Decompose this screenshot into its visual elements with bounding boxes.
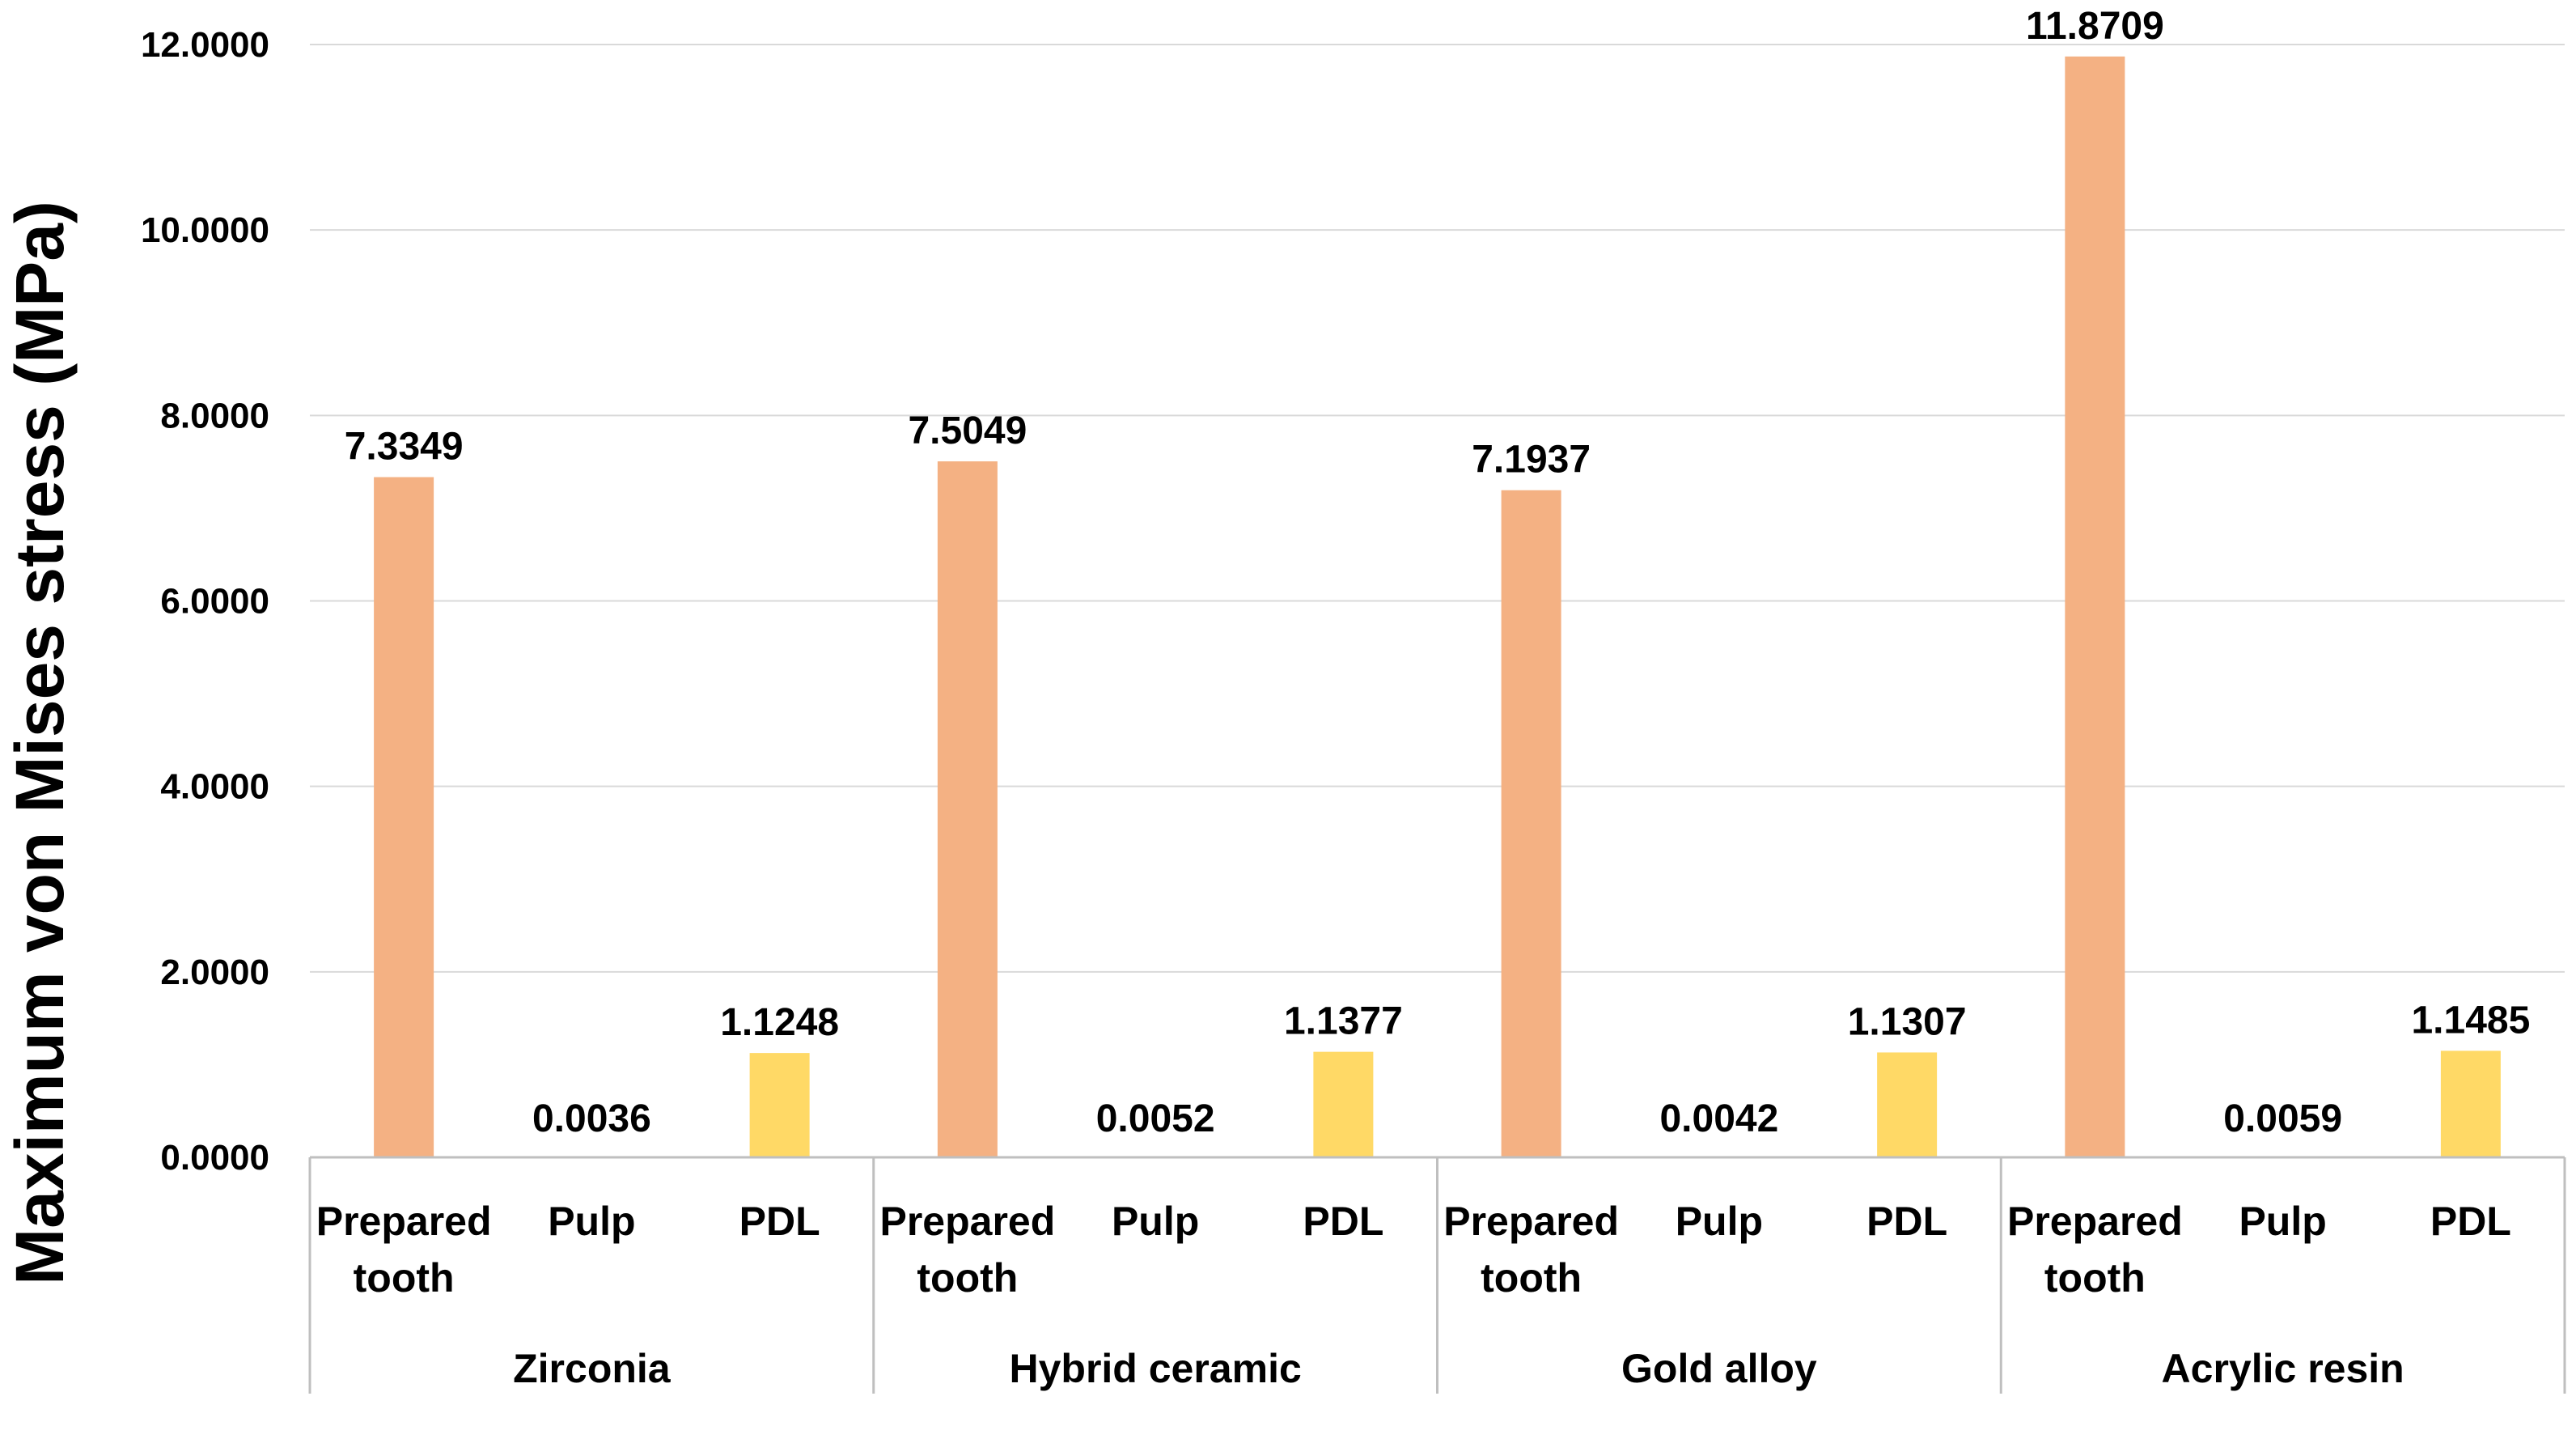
bar bbox=[2065, 56, 2125, 1157]
category-label: Pulp bbox=[1112, 1199, 1199, 1244]
category-label: Prepared bbox=[316, 1199, 492, 1244]
data-label: 0.0059 bbox=[2223, 1097, 2342, 1140]
y-tick-label: 0.0000 bbox=[160, 1138, 269, 1178]
group-label: Zirconia bbox=[513, 1346, 672, 1391]
y-tick-label: 10.0000 bbox=[141, 210, 269, 250]
category-label: tooth bbox=[354, 1255, 455, 1301]
group-label: Hybrid ceramic bbox=[1009, 1346, 1301, 1391]
category-label: PDL bbox=[1866, 1199, 1947, 1244]
data-label: 1.1377 bbox=[1284, 1000, 1403, 1043]
data-labels: 7.3349 0.0036 1.1248 7.5049 0.0052 1.1377 7.19… bbox=[345, 5, 2531, 1140]
data-label: 1.1307 bbox=[1848, 1000, 1967, 1043]
category-label: tooth bbox=[2044, 1255, 2146, 1301]
data-label: 0.0052 bbox=[1096, 1097, 1215, 1140]
category-label: Pulp bbox=[1676, 1199, 1763, 1244]
data-label: 1.1485 bbox=[2411, 999, 2530, 1042]
x-axis bbox=[308, 1156, 2566, 1394]
category-label: PDL bbox=[1303, 1199, 1383, 1244]
y-tick-labels: 0.0000 2.0000 4.0000 6.0000 8.0000 10.0000 12.… bbox=[141, 25, 269, 1178]
y-tick-label: 2.0000 bbox=[160, 953, 269, 992]
data-label: 7.3349 bbox=[345, 426, 464, 469]
bar bbox=[749, 1053, 810, 1157]
bars bbox=[374, 56, 2501, 1157]
bar bbox=[1877, 1052, 1938, 1157]
category-label: Prepared bbox=[1443, 1199, 1619, 1244]
data-label: 0.0042 bbox=[1659, 1097, 1778, 1140]
gridlines bbox=[310, 44, 2565, 973]
category-label: Prepared bbox=[2007, 1199, 2183, 1244]
category-label: Pulp bbox=[548, 1199, 635, 1244]
y-tick-label: 4.0000 bbox=[160, 767, 269, 807]
category-labels: Prepared tooth Pulp PDL Prepared tooth Pulp PDL… bbox=[316, 1199, 2511, 1301]
y-axis-title: Maximum von Mises stress (MPa) bbox=[2, 201, 78, 1285]
category-label: tooth bbox=[917, 1255, 1018, 1301]
category-label: PDL bbox=[739, 1199, 820, 1244]
category-label: Prepared bbox=[879, 1199, 1055, 1244]
bar bbox=[1501, 490, 1561, 1157]
y-tick-label: 8.0000 bbox=[160, 396, 269, 435]
category-label: Pulp bbox=[2239, 1199, 2326, 1244]
data-label: 7.1937 bbox=[1472, 439, 1591, 482]
category-label: tooth bbox=[1481, 1255, 1582, 1301]
data-label: 11.8709 bbox=[2026, 5, 2164, 48]
bar bbox=[1313, 1051, 1374, 1157]
category-label: PDL bbox=[2430, 1199, 2511, 1244]
group-label: Acrylic resin bbox=[2162, 1346, 2404, 1391]
data-label: 0.0036 bbox=[532, 1097, 651, 1140]
data-label: 1.1248 bbox=[720, 1001, 839, 1044]
group-labels: Zirconia Hybrid ceramic Gold alloy Acrylic … bbox=[513, 1346, 2404, 1391]
data-label: 7.5049 bbox=[908, 410, 1027, 452]
group-label: Gold alloy bbox=[1621, 1346, 1817, 1391]
bar bbox=[374, 477, 434, 1157]
y-tick-label: 6.0000 bbox=[160, 582, 269, 622]
y-tick-label: 12.0000 bbox=[141, 25, 269, 65]
bar bbox=[2440, 1050, 2501, 1157]
bar bbox=[937, 461, 998, 1157]
